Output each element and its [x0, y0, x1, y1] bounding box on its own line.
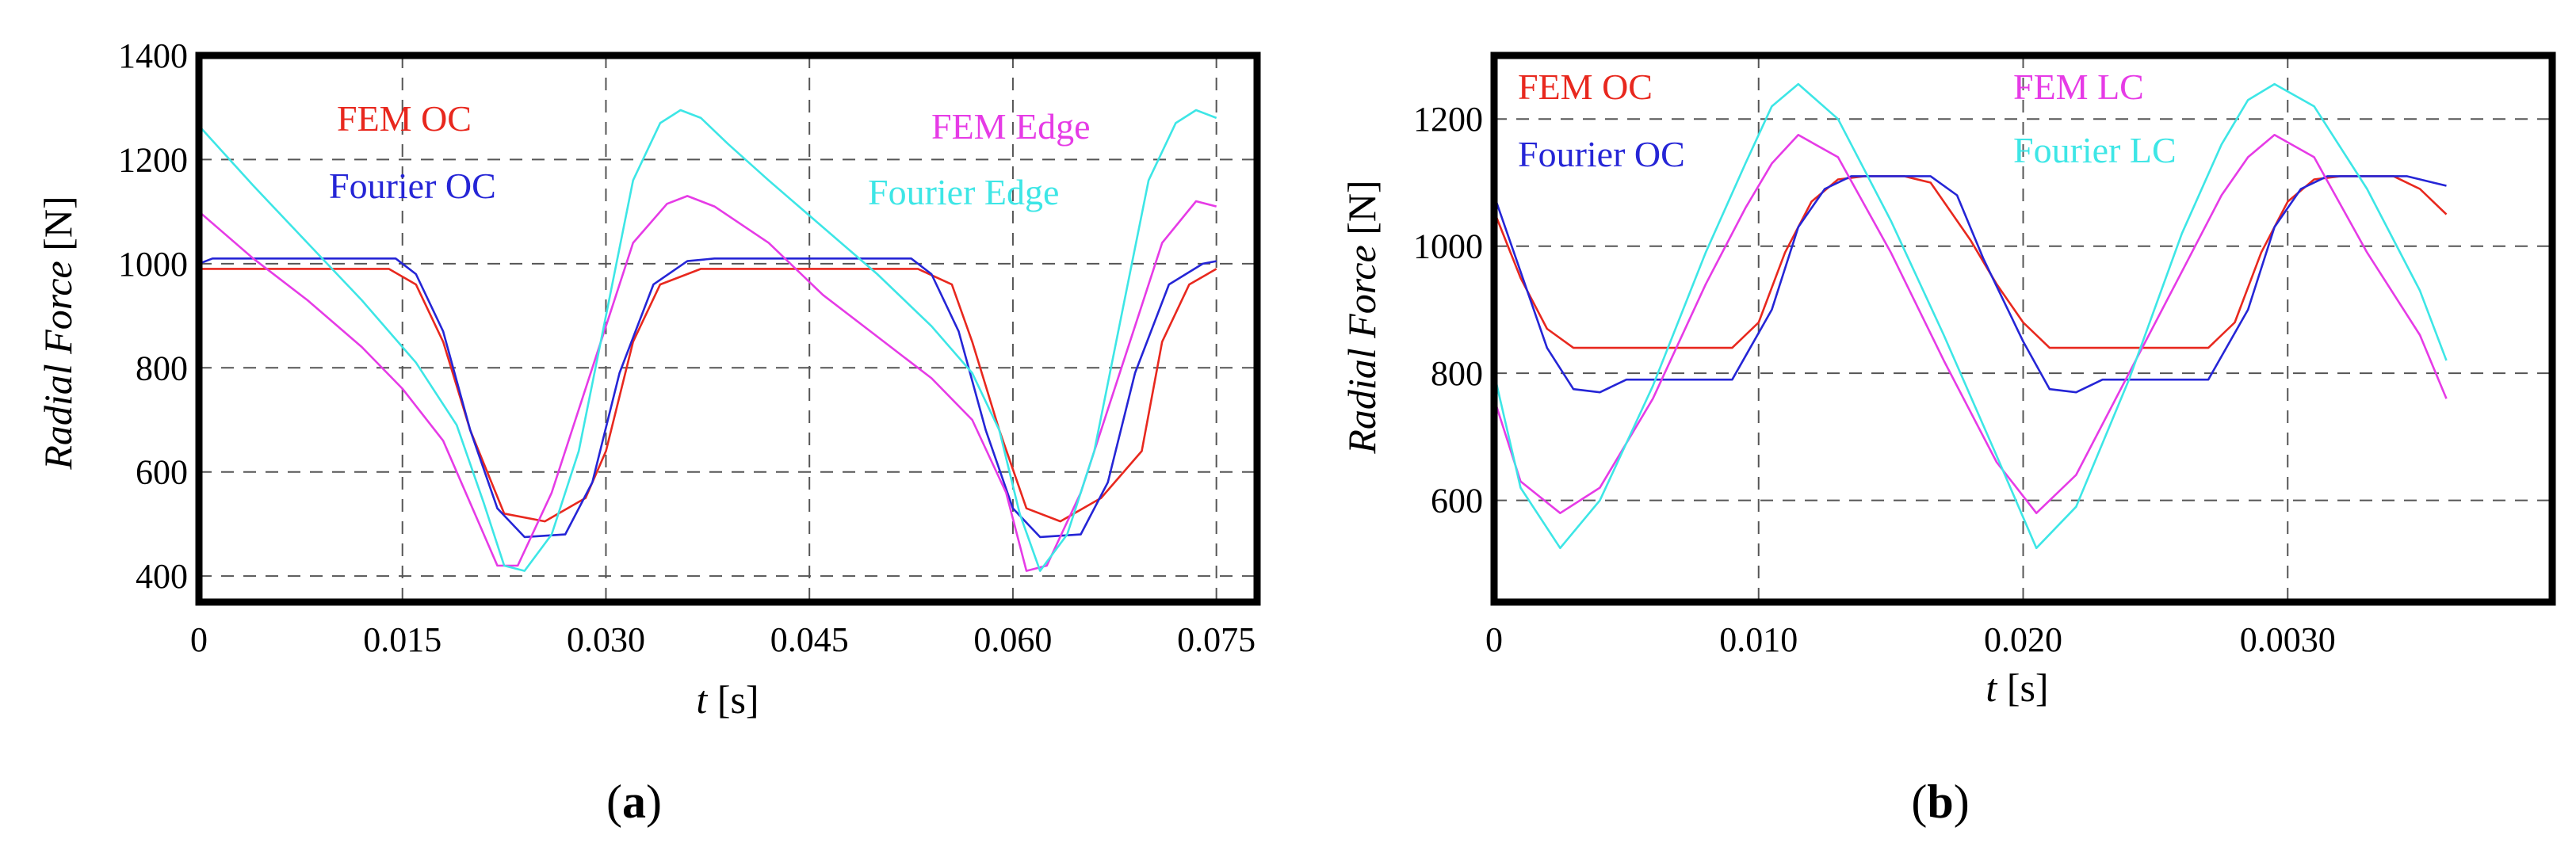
x-axis-title-b: t [s] — [1986, 665, 2048, 710]
y-ticks-a: 400 600 800 1000 1200 1400 — [118, 36, 188, 596]
legend-b: FEM OC Fourier OC FEM LC Fourier LC — [1518, 67, 2177, 174]
panel-b: 0 0.010 0.020 0.0030 600 800 1000 1200 t [s] R… — [1340, 51, 2556, 828]
y-tick-label-a-4: 1200 — [118, 140, 188, 179]
plot-frame-b — [1490, 51, 2556, 606]
y-axis-title-a: Radial Force [N] — [36, 196, 80, 470]
x-tick-label-a-5: 0.075 — [1177, 620, 1256, 659]
x-ticks-a: 0 0.015 0.030 0.045 0.060 0.075 — [190, 620, 1256, 659]
x-tick-label-a-4: 0.060 — [973, 620, 1052, 659]
legend-b-fem-lc: FEM LC — [2013, 67, 2144, 107]
y-axis-title-b: Radial Force [N] — [1340, 180, 1384, 454]
legend-a-fourier-oc: Fourier OC — [329, 166, 496, 206]
legend-a-fourier-edge: Fourier Edge — [868, 172, 1059, 212]
series-line-a-fourier-oc — [198, 257, 1217, 539]
y-tick-label-a-3: 1000 — [118, 245, 188, 284]
grid-b — [1494, 55, 2552, 602]
y-tick-label-a-5: 1400 — [118, 36, 188, 75]
legend-a-fem-edge: FEM Edge — [931, 106, 1091, 147]
x-tick-label-b-1: 0.010 — [1719, 620, 1798, 659]
series-line-a-fem-oc — [199, 268, 1217, 523]
x-tick-label-a-0: 0 — [190, 620, 208, 659]
plot-frame-a — [195, 51, 1261, 606]
y-tick-label-b-2: 1000 — [1413, 227, 1483, 266]
series-b — [1492, 82, 2448, 550]
series-line-b-fourier-lc — [1492, 82, 2448, 550]
series-line-a-fem-edge — [198, 195, 1217, 572]
series-a — [198, 109, 1217, 572]
x-tick-label-a-3: 0.045 — [770, 620, 849, 659]
y-tick-label-a-2: 800 — [136, 349, 188, 387]
series-line-b-fem-lc — [1492, 134, 2448, 515]
legend-b-fourier-lc: Fourier LC — [2013, 130, 2177, 170]
panel-a: 0 0.015 0.030 0.045 0.060 0.075 400 600 800 1000… — [36, 36, 1261, 828]
y-ticks-b: 600 800 1000 1200 — [1413, 100, 1483, 520]
legend-a: FEM OC Fourier OC FEM Edge Fourier Edge — [329, 98, 1091, 212]
legend-b-fem-oc: FEM OC — [1518, 67, 1653, 107]
x-tick-label-b-3: 0.0030 — [2240, 620, 2336, 659]
y-tick-label-b-0: 600 — [1431, 482, 1483, 520]
x-tick-label-a-1: 0.015 — [363, 620, 441, 659]
x-axis-title-a: t [s] — [696, 677, 759, 722]
panel-label-a: (a) — [606, 776, 662, 828]
x-tick-label-a-2: 0.030 — [567, 620, 645, 659]
y-tick-label-a-0: 400 — [136, 557, 188, 596]
series-line-b-fem-oc — [1492, 175, 2448, 349]
legend-a-fem-oc: FEM OC — [337, 98, 472, 139]
x-tick-label-b-0: 0 — [1485, 620, 1503, 659]
panel-label-b: (b) — [1911, 776, 1969, 828]
grid-a — [199, 55, 1257, 602]
legend-b-fourier-oc: Fourier OC — [1518, 134, 1685, 174]
y-tick-label-a-1: 600 — [136, 453, 188, 492]
x-tick-label-b-2: 0.020 — [1984, 620, 2062, 659]
x-ticks-b: 0 0.010 0.020 0.0030 — [1485, 620, 2336, 659]
y-tick-label-b-3: 1200 — [1413, 100, 1483, 139]
series-line-b-fourier-oc — [1492, 175, 2447, 394]
series-line-a-fourier-edge — [198, 109, 1217, 572]
y-tick-label-b-1: 800 — [1431, 354, 1483, 393]
